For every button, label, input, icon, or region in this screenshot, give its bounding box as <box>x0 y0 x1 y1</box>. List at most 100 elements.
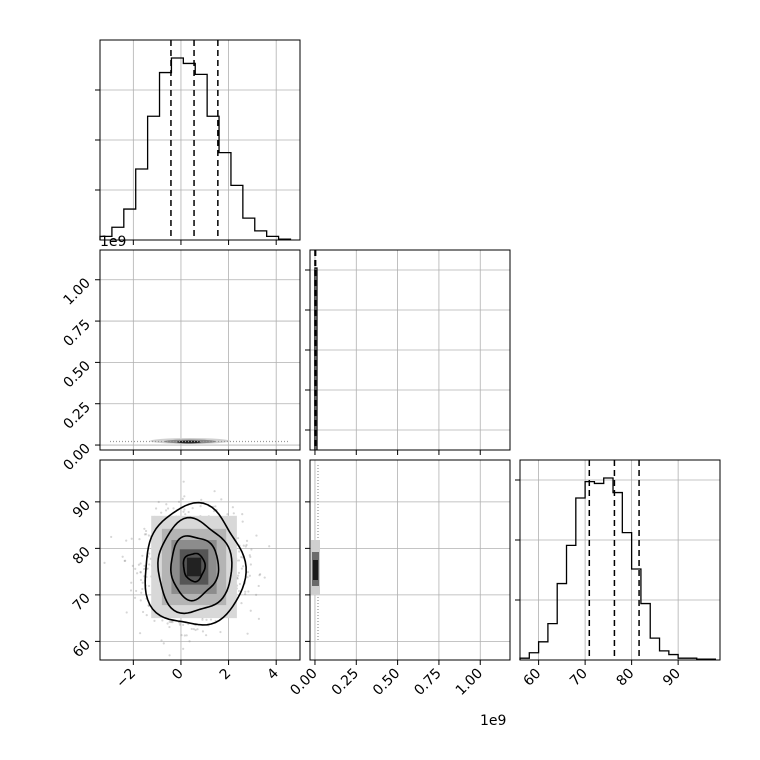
scatter-point <box>182 647 185 650</box>
density-marks <box>103 480 271 657</box>
scatter-point <box>143 533 147 536</box>
scatter-point <box>139 570 142 574</box>
scatter-point <box>201 630 205 633</box>
scatter-point <box>237 589 241 593</box>
y-tick-label: 80 <box>70 544 94 568</box>
scatter-point <box>232 512 235 515</box>
col1-offset-label: 1e9 <box>480 713 506 729</box>
scatter-point <box>184 513 187 516</box>
scatter-point <box>268 545 271 548</box>
scatter-point <box>181 497 184 500</box>
scatter-point <box>242 544 245 547</box>
scatter-point <box>214 505 217 508</box>
histogram-steps <box>519 477 716 660</box>
histogram-marks <box>314 250 318 450</box>
scatter-point <box>241 520 244 523</box>
panel-frame <box>99 459 301 661</box>
scatter-point <box>145 533 148 536</box>
scatter-point <box>180 634 183 637</box>
panel-background <box>310 460 510 660</box>
x-tick-label: 0 <box>169 666 187 684</box>
y-tick-label: 0.75 <box>60 317 93 350</box>
scatter-point <box>138 538 141 541</box>
scatter-point <box>248 574 251 577</box>
x-tick-label: 2 <box>217 666 235 684</box>
scatter-point <box>236 537 240 540</box>
contour-line <box>169 535 220 602</box>
scatter-point <box>242 565 245 568</box>
scatter-point <box>183 634 186 637</box>
x-tick-label: 60 <box>521 666 545 690</box>
scatter-point <box>248 554 251 557</box>
y-tick-label: 70 <box>70 590 94 614</box>
scatter-point <box>201 618 204 621</box>
y-tick-label: 0.00 <box>60 441 93 474</box>
density-blob-core <box>313 560 318 580</box>
scatter-point <box>166 622 169 625</box>
scatter-point <box>246 632 249 635</box>
scatter-point <box>245 543 248 547</box>
scatter-point <box>138 632 142 635</box>
panel-param-1-vs-param-2: 0.00 0.25 0.50 0.75 1.00 <box>287 459 511 699</box>
scatter-point <box>124 559 127 562</box>
scatter-point <box>250 548 253 551</box>
scatter-point <box>134 567 137 570</box>
x-tick-label: 90 <box>660 666 684 690</box>
scatter-point <box>170 620 173 624</box>
row1-offset-label: 1e9 <box>100 234 126 250</box>
scatter-point <box>136 572 139 575</box>
scatter-point <box>257 584 260 588</box>
scatter-point <box>240 567 243 570</box>
scatter-point <box>244 590 247 593</box>
grid <box>520 460 720 660</box>
scatter-point <box>237 574 240 577</box>
scatter-point <box>171 621 174 624</box>
scatter-point <box>204 634 208 637</box>
scatter-point <box>143 527 146 530</box>
panel-param-1-marginal <box>305 249 511 455</box>
scatter-point <box>246 576 249 579</box>
scatter-point <box>226 513 229 516</box>
scatter-point <box>125 539 128 542</box>
histogram-marks <box>99 40 292 240</box>
scatter-point <box>259 573 262 576</box>
y-tick-label: 90 <box>70 497 94 521</box>
y-tick-label: 60 <box>70 637 94 661</box>
scatter-point <box>237 571 241 574</box>
panel-frame <box>309 459 511 661</box>
x-tick-label: 4 <box>264 665 282 683</box>
scatter-point <box>255 593 258 596</box>
density-block-4 <box>186 557 202 577</box>
scatter-point <box>194 628 197 632</box>
scatter-point <box>121 555 124 558</box>
panel-background <box>520 460 720 660</box>
scatter-point <box>263 576 266 579</box>
scatter-point <box>244 545 247 548</box>
scatter-point <box>164 509 168 512</box>
scatter-point <box>257 617 260 620</box>
scatter-point <box>183 495 186 498</box>
contour-line <box>157 516 233 615</box>
scatter-point <box>231 506 234 509</box>
scatter-point <box>161 619 164 622</box>
density-marks <box>110 438 290 444</box>
scatter-point <box>143 564 146 568</box>
scatter-point <box>200 498 203 501</box>
scatter-point <box>166 507 170 510</box>
scatter-point <box>168 625 171 629</box>
scatter-point <box>146 567 149 570</box>
y-tick-label: 0.50 <box>60 358 93 391</box>
y-tick-label: 1.00 <box>60 275 93 308</box>
x-tick-label: 0.00 <box>287 666 320 699</box>
scatter-point <box>141 610 145 614</box>
ticks <box>95 89 277 245</box>
scatter-point <box>212 510 216 513</box>
scatter-point <box>147 534 150 537</box>
scatter-point <box>141 554 144 557</box>
x-tick-label: −2 <box>113 666 139 692</box>
histogram-marks <box>519 460 716 660</box>
scatter-point <box>130 537 133 540</box>
scatter-point <box>148 552 151 555</box>
scatter-point <box>148 563 151 566</box>
